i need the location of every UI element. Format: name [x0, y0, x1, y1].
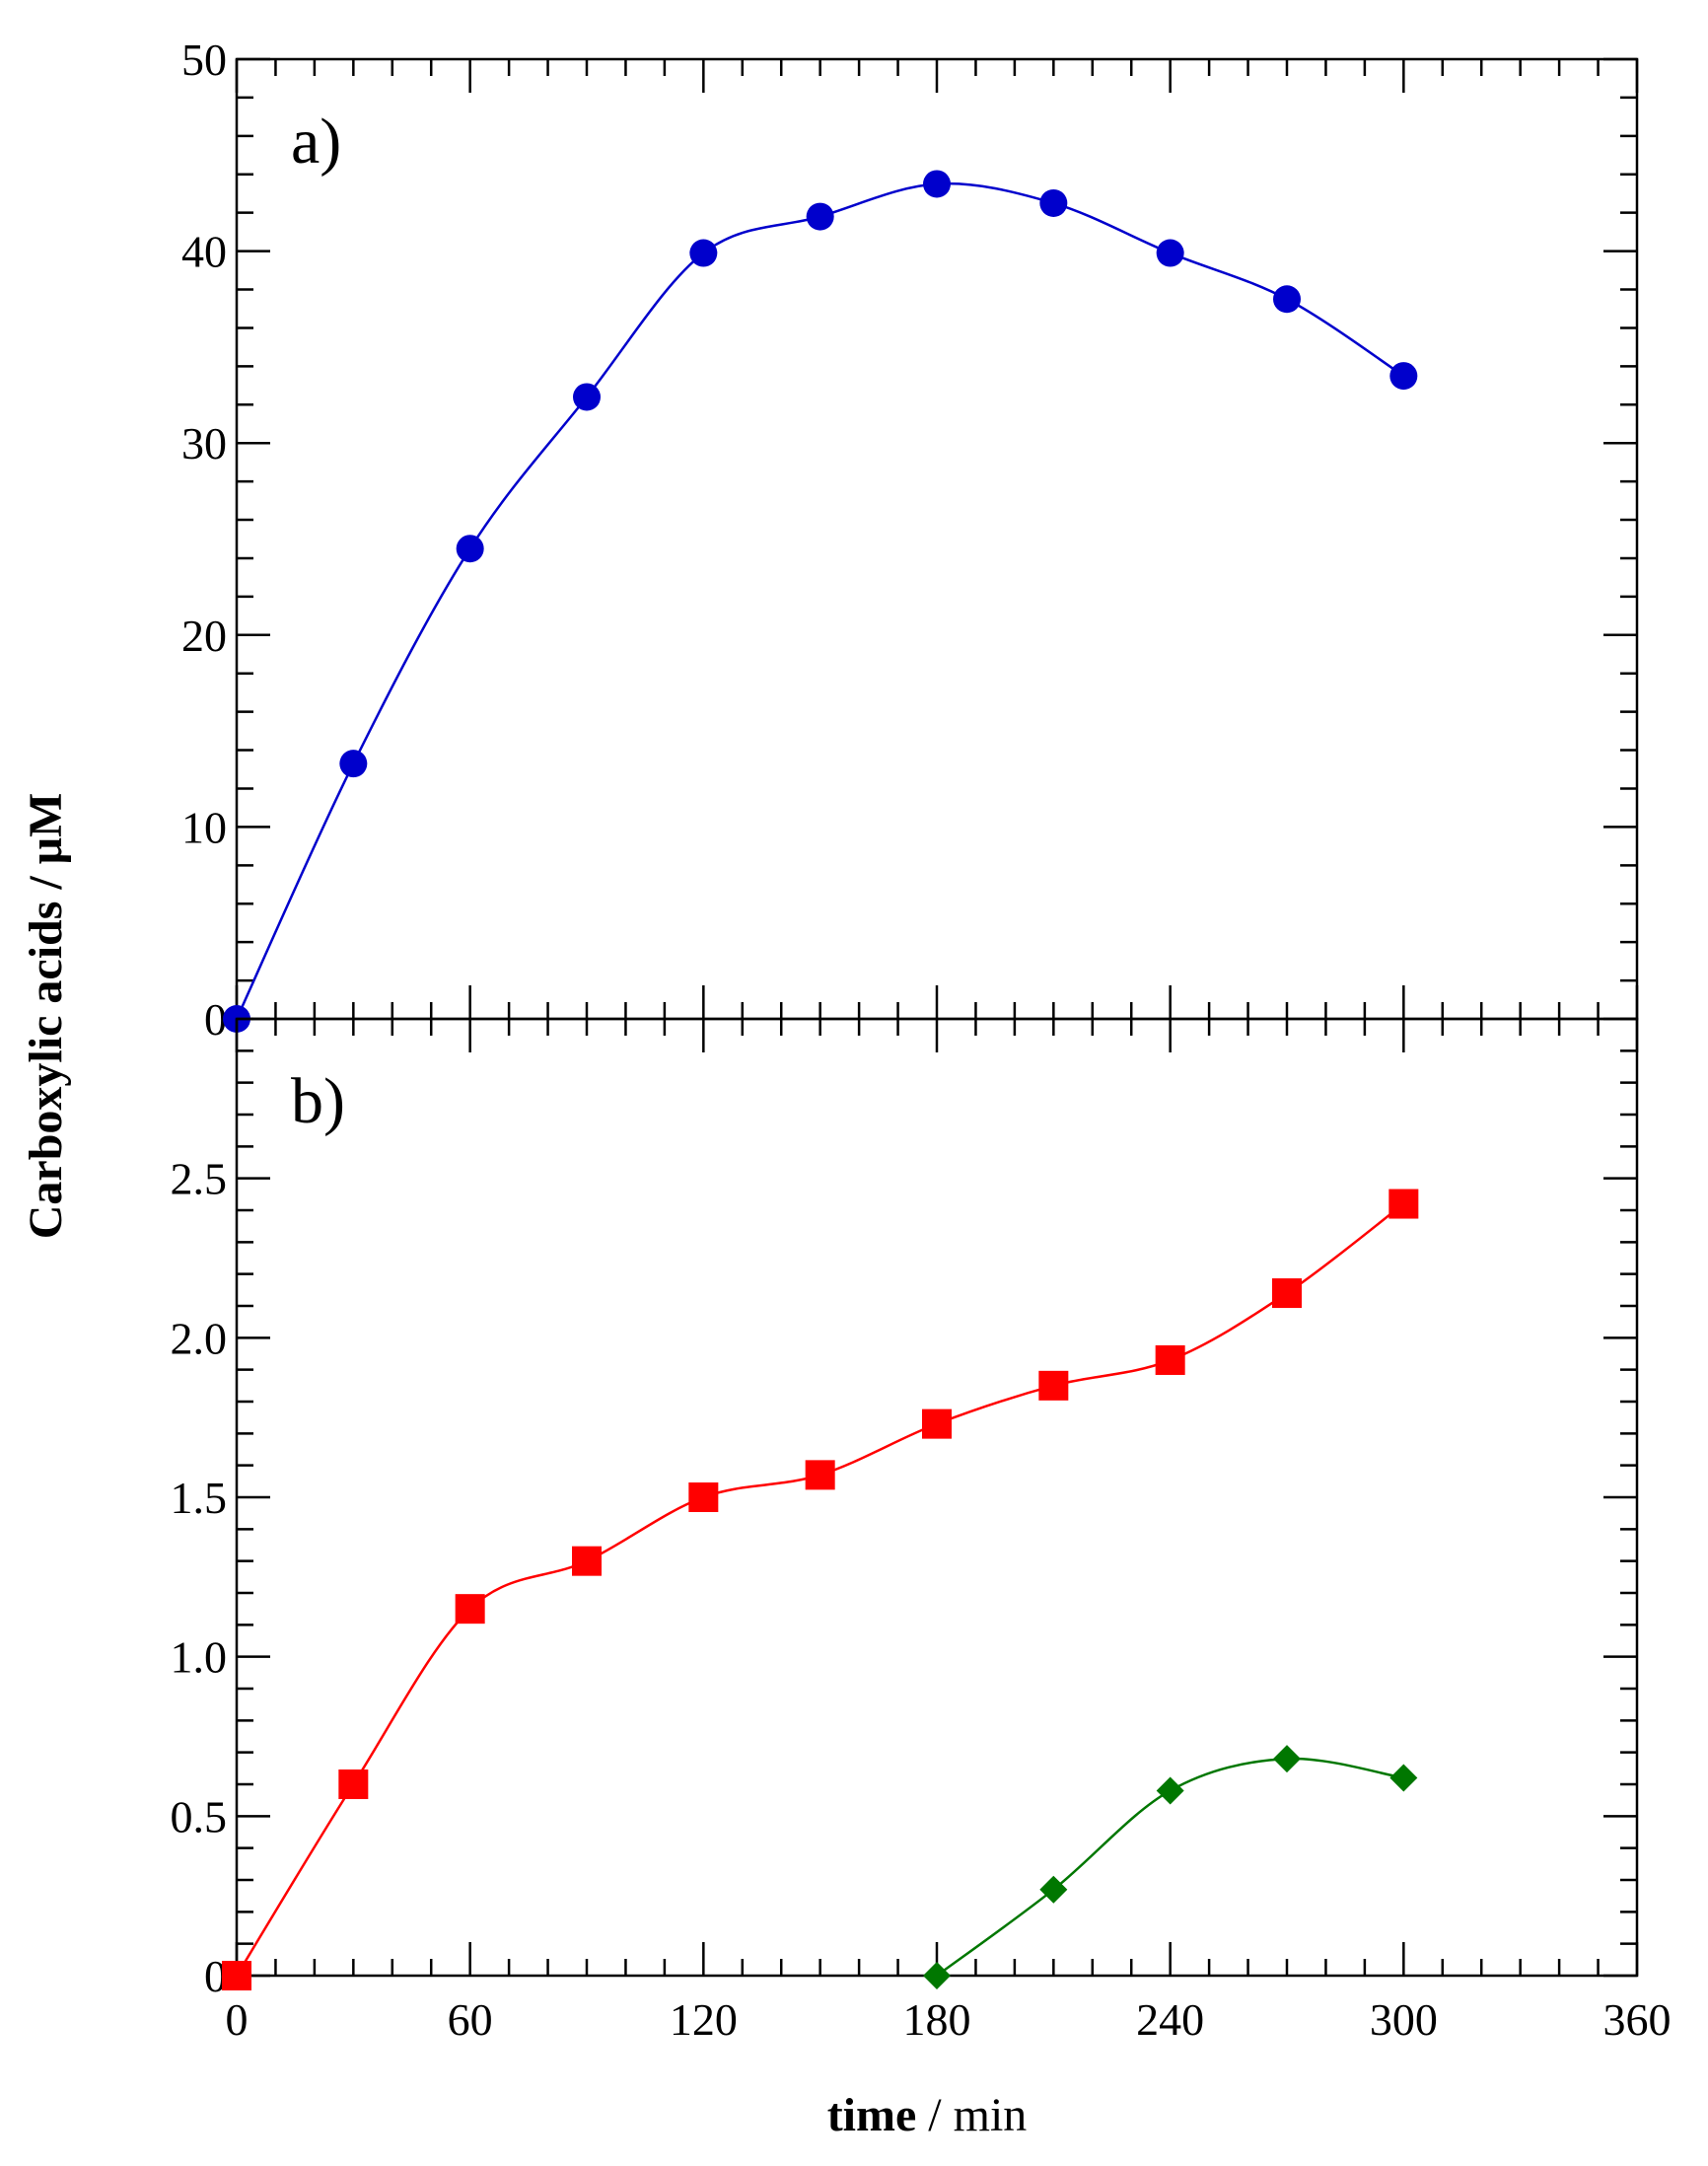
- panel-a-ytick-label: 20: [181, 611, 227, 661]
- panel-b: 0 0.5 1.0 1.5 2.0 2.5 b): [171, 1017, 1639, 2001]
- panel-b-ytick-label: 0: [204, 1951, 227, 2001]
- series-a-circles-point: [689, 239, 718, 267]
- series-b-squares-point: [1388, 1189, 1419, 1219]
- series-b-squares-line: [235, 1202, 1405, 1977]
- x-axis-title: time / min: [827, 2089, 1028, 2141]
- series-b-squares-point: [1272, 1278, 1302, 1309]
- series-b-diamonds-point: [1156, 1776, 1184, 1805]
- series-a-circles-point: [1389, 362, 1418, 391]
- series-a-circles-point: [573, 383, 601, 411]
- series-b-squares-point: [222, 1961, 251, 1990]
- panel-a-ytick-label: 30: [181, 418, 227, 469]
- xtick-label: 360: [1603, 1994, 1672, 2045]
- series-b-diamonds-point: [1389, 1764, 1418, 1792]
- panel-b-ytick-label: 2.0: [171, 1313, 228, 1363]
- panel-b-ytick-label: 1.0: [171, 1632, 228, 1683]
- xtick-label: 300: [1370, 1994, 1438, 2045]
- series-b-squares-point: [572, 1546, 602, 1576]
- panel-b-ytick-label: 2.5: [171, 1154, 228, 1204]
- xtick-label: 60: [448, 1994, 493, 2045]
- series-b-squares-point: [688, 1482, 719, 1512]
- x-axis-title-bold: time: [827, 2089, 917, 2141]
- series-b-diamonds-point: [1273, 1745, 1301, 1773]
- series-a-circles-point: [806, 202, 834, 231]
- panel-a-ytick-label: 10: [181, 802, 227, 852]
- x-axis: 0 60 120 180 240 300 360: [226, 1994, 1672, 2045]
- panel-b-ytick-label: 1.5: [171, 1473, 228, 1523]
- series-b-squares-point: [455, 1594, 485, 1624]
- series-b-diamonds-point: [1039, 1875, 1068, 1904]
- series-b-squares-point: [1155, 1344, 1185, 1375]
- panel-a: 0 10 20 30 40 50 a): [181, 35, 1639, 1045]
- panel-b-ytick-label: 0.5: [171, 1791, 228, 1841]
- y-axis-title: Carboxylic acids / μM: [20, 793, 72, 1240]
- series-a-circles-point: [1039, 188, 1068, 217]
- xtick-label: 240: [1136, 1994, 1204, 2045]
- panel-a-label: a): [291, 106, 341, 178]
- xtick-label: 0: [226, 1994, 249, 2045]
- series-b-squares-point: [805, 1460, 835, 1490]
- panel-b-label: b): [291, 1065, 345, 1137]
- panel-a-ytick-label: 0: [204, 994, 227, 1045]
- series-a-circles: [223, 170, 1418, 1033]
- xtick-label: 120: [670, 1994, 738, 2045]
- series-a-circles-point: [1273, 285, 1301, 314]
- series-a-circles-point: [1156, 239, 1184, 267]
- x-axis-title-unit: / min: [916, 2089, 1027, 2141]
- series-b-squares-point: [1038, 1370, 1069, 1401]
- series-b-squares-point: [338, 1769, 369, 1799]
- series-b-squares: [222, 1189, 1419, 1990]
- series-a-circles-line: [235, 181, 1405, 1020]
- series-a-circles-point: [339, 750, 368, 778]
- series-b-diamonds-point: [923, 1962, 951, 1989]
- panel-a-ytick-label: 40: [181, 227, 227, 277]
- xtick-label: 180: [903, 1994, 971, 2045]
- series-b-diamonds: [923, 1745, 1418, 1989]
- series-a-circles-point: [456, 535, 484, 563]
- series-b-squares-point: [922, 1408, 952, 1439]
- series-a-circles-point: [923, 170, 951, 198]
- panel-a-ytick-label: 50: [181, 35, 227, 85]
